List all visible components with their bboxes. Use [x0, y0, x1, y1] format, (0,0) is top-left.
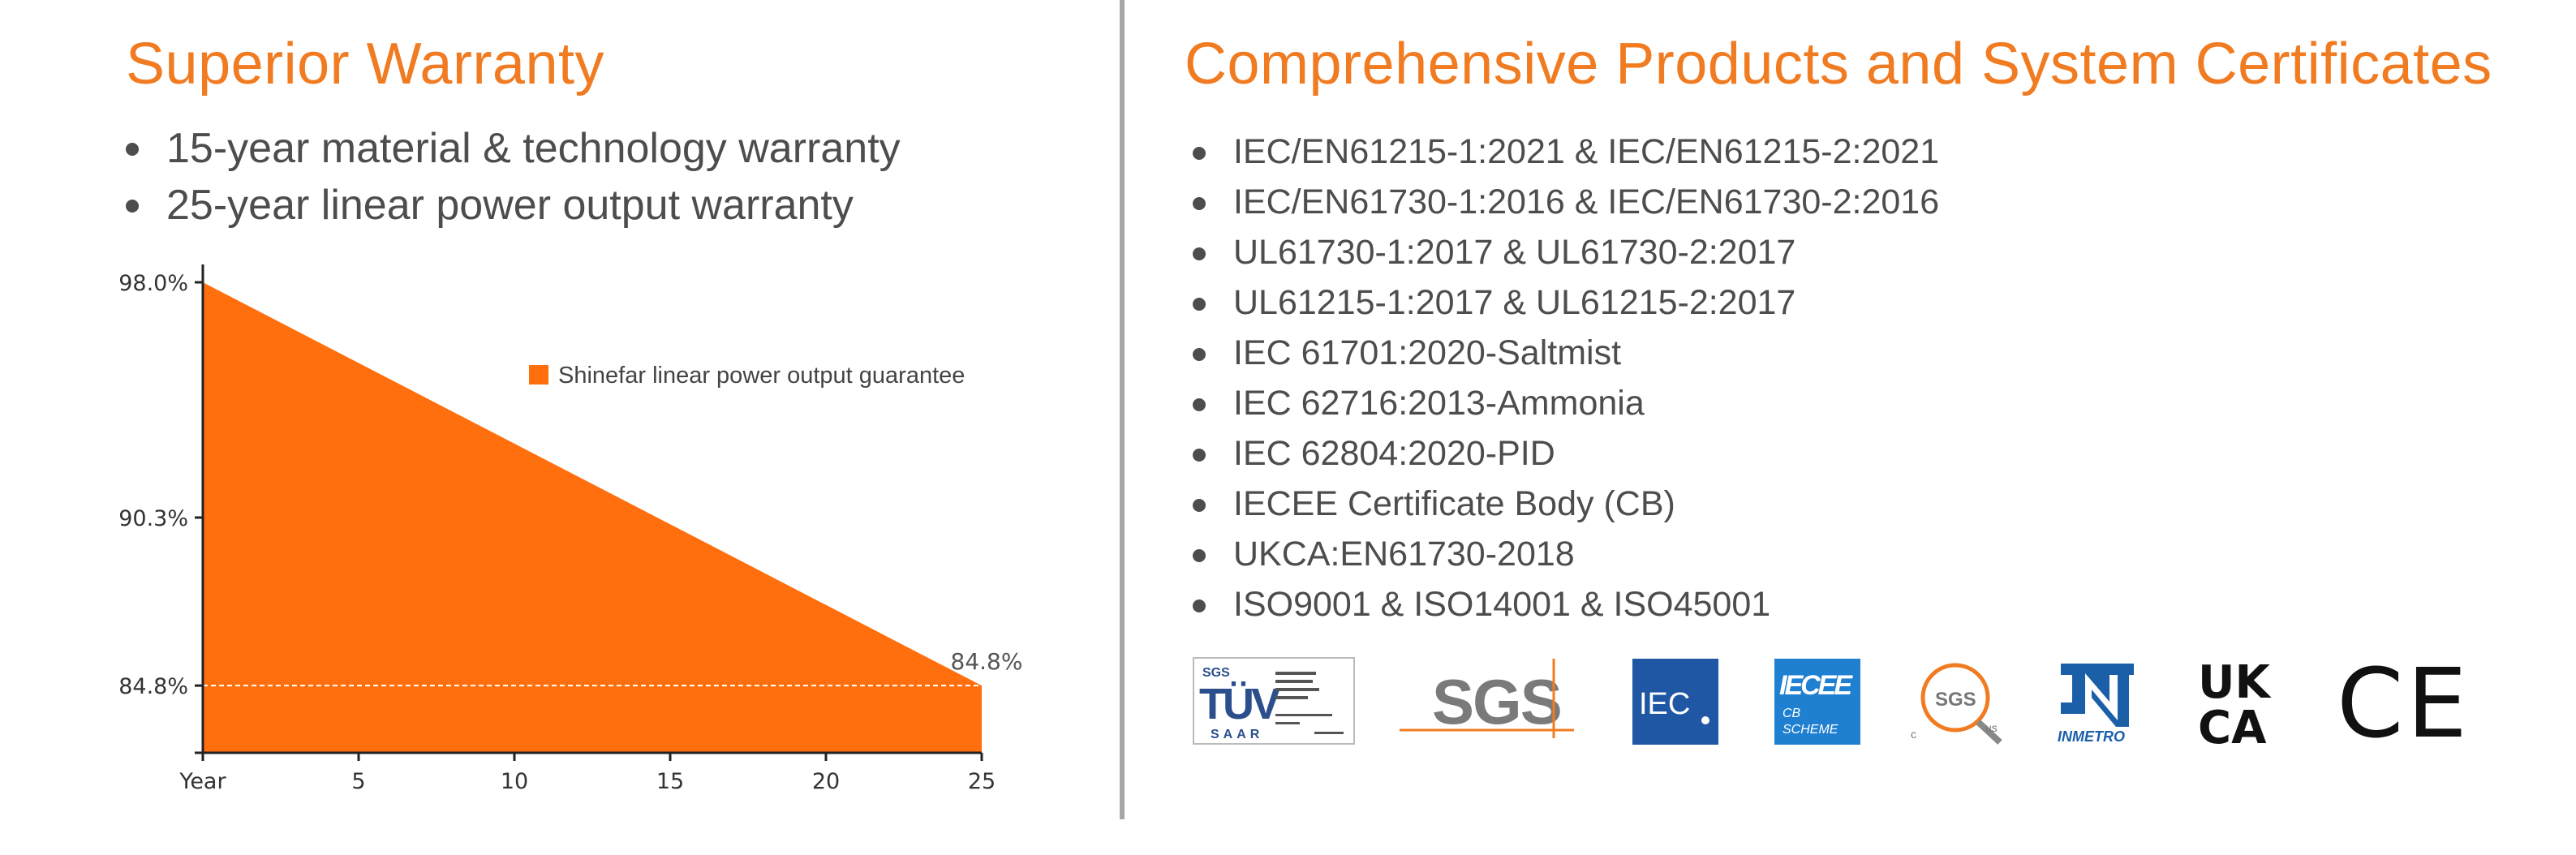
list-item: IEC 61701:2020-Saltmist	[1193, 328, 1939, 378]
list-item: IECEE Certificate Body (CB)	[1193, 479, 1939, 529]
svg-text:IEC: IEC	[1639, 687, 1690, 721]
svg-text:SGS: SGS	[1202, 666, 1230, 680]
x-tick-label: Year	[178, 769, 226, 794]
list-item: 15-year material & technology warranty	[126, 120, 901, 177]
warranty-chart: 98.0% 90.3% 84.8% Year 5 10 15 20 25 84.8% Shinefa…	[118, 264, 1023, 794]
tuv-saar-logo: SGS TÜV SAAR	[1193, 657, 1355, 745]
certificates-panel: Comprehensive Products and System Certif…	[1128, 0, 2576, 855]
list-item: IEC 62804:2020-PID	[1193, 428, 1939, 479]
list-item: ISO9001 & ISO14001 & ISO45001	[1193, 579, 1939, 629]
iecee-cb-logo: IECEE CB SCHEME	[1774, 659, 1860, 745]
x-tick-label: 25	[968, 769, 996, 794]
sgs-us-logo: SGS c us	[1911, 663, 2002, 745]
certificate-logos: SGS TÜV SAAR SGS IEC IECEE CB	[1193, 657, 2572, 763]
legend-swatch	[529, 365, 548, 385]
ukca-logo: UK CA	[2198, 657, 2272, 746]
svg-text:IECEE: IECEE	[1779, 670, 1853, 701]
svg-text:SAAR: SAAR	[1211, 728, 1263, 741]
data-label: 84.8%	[951, 648, 1023, 675]
svg-text:SGS: SGS	[1935, 689, 1976, 711]
warranty-title: Superior Warranty	[126, 32, 605, 97]
y-tick-label: 98.0%	[118, 271, 188, 296]
svg-text:TÜV: TÜV	[1199, 680, 1280, 728]
list-item: 25-year linear power output warranty	[126, 177, 901, 234]
x-tick-label: 5	[351, 769, 365, 794]
y-tick-label: 90.3%	[118, 506, 188, 531]
svg-text:UK: UK	[2198, 657, 2272, 709]
list-item: UL61730-1:2017 & UL61730-2:2017	[1193, 227, 1939, 277]
list-item: UKCA:EN61730-2018	[1193, 529, 1939, 579]
list-item: IEC/EN61215-1:2021 & IEC/EN61215-2:2021	[1193, 127, 1939, 177]
svg-text:CB: CB	[1783, 707, 1801, 720]
x-tick-label: 20	[812, 769, 840, 794]
svg-text:us: us	[1985, 721, 1998, 734]
warranty-list: 15-year material & technology warranty 2…	[126, 120, 901, 234]
inmetro-logo: INMETRO	[2058, 664, 2134, 745]
svg-text:CE: CE	[2337, 657, 2466, 746]
area-series	[203, 282, 982, 753]
warranty-panel: Superior Warranty 15-year material & tec…	[0, 0, 1120, 855]
list-item: IEC 62716:2013-Ammonia	[1193, 378, 1939, 428]
list-item: UL61215-1:2017 & UL61215-2:2017	[1193, 277, 1939, 328]
x-tick-label: 15	[656, 769, 684, 794]
y-tick-label: 84.8%	[118, 674, 188, 699]
sgs-logo: SGS	[1400, 659, 1574, 738]
svg-text:INMETRO: INMETRO	[2058, 728, 2125, 745]
certificate-list: IEC/EN61215-1:2021 & IEC/EN61215-2:2021 …	[1193, 127, 1939, 629]
certificates-title: Comprehensive Products and System Certif…	[1185, 32, 2492, 97]
legend-label: Shinefar linear power output guarantee	[558, 363, 965, 389]
svg-text:CA: CA	[2198, 702, 2267, 746]
x-tick-label: 10	[501, 769, 528, 794]
iec-logo: IEC	[1632, 659, 1718, 745]
svg-text:SGS: SGS	[1432, 666, 1561, 737]
panel-divider	[1120, 0, 1125, 819]
ce-logo: CE	[2337, 657, 2466, 746]
list-item: IEC/EN61730-1:2016 & IEC/EN61730-2:2016	[1193, 177, 1939, 227]
svg-text:c: c	[1911, 728, 1916, 741]
svg-text:SCHEME: SCHEME	[1783, 723, 1838, 737]
